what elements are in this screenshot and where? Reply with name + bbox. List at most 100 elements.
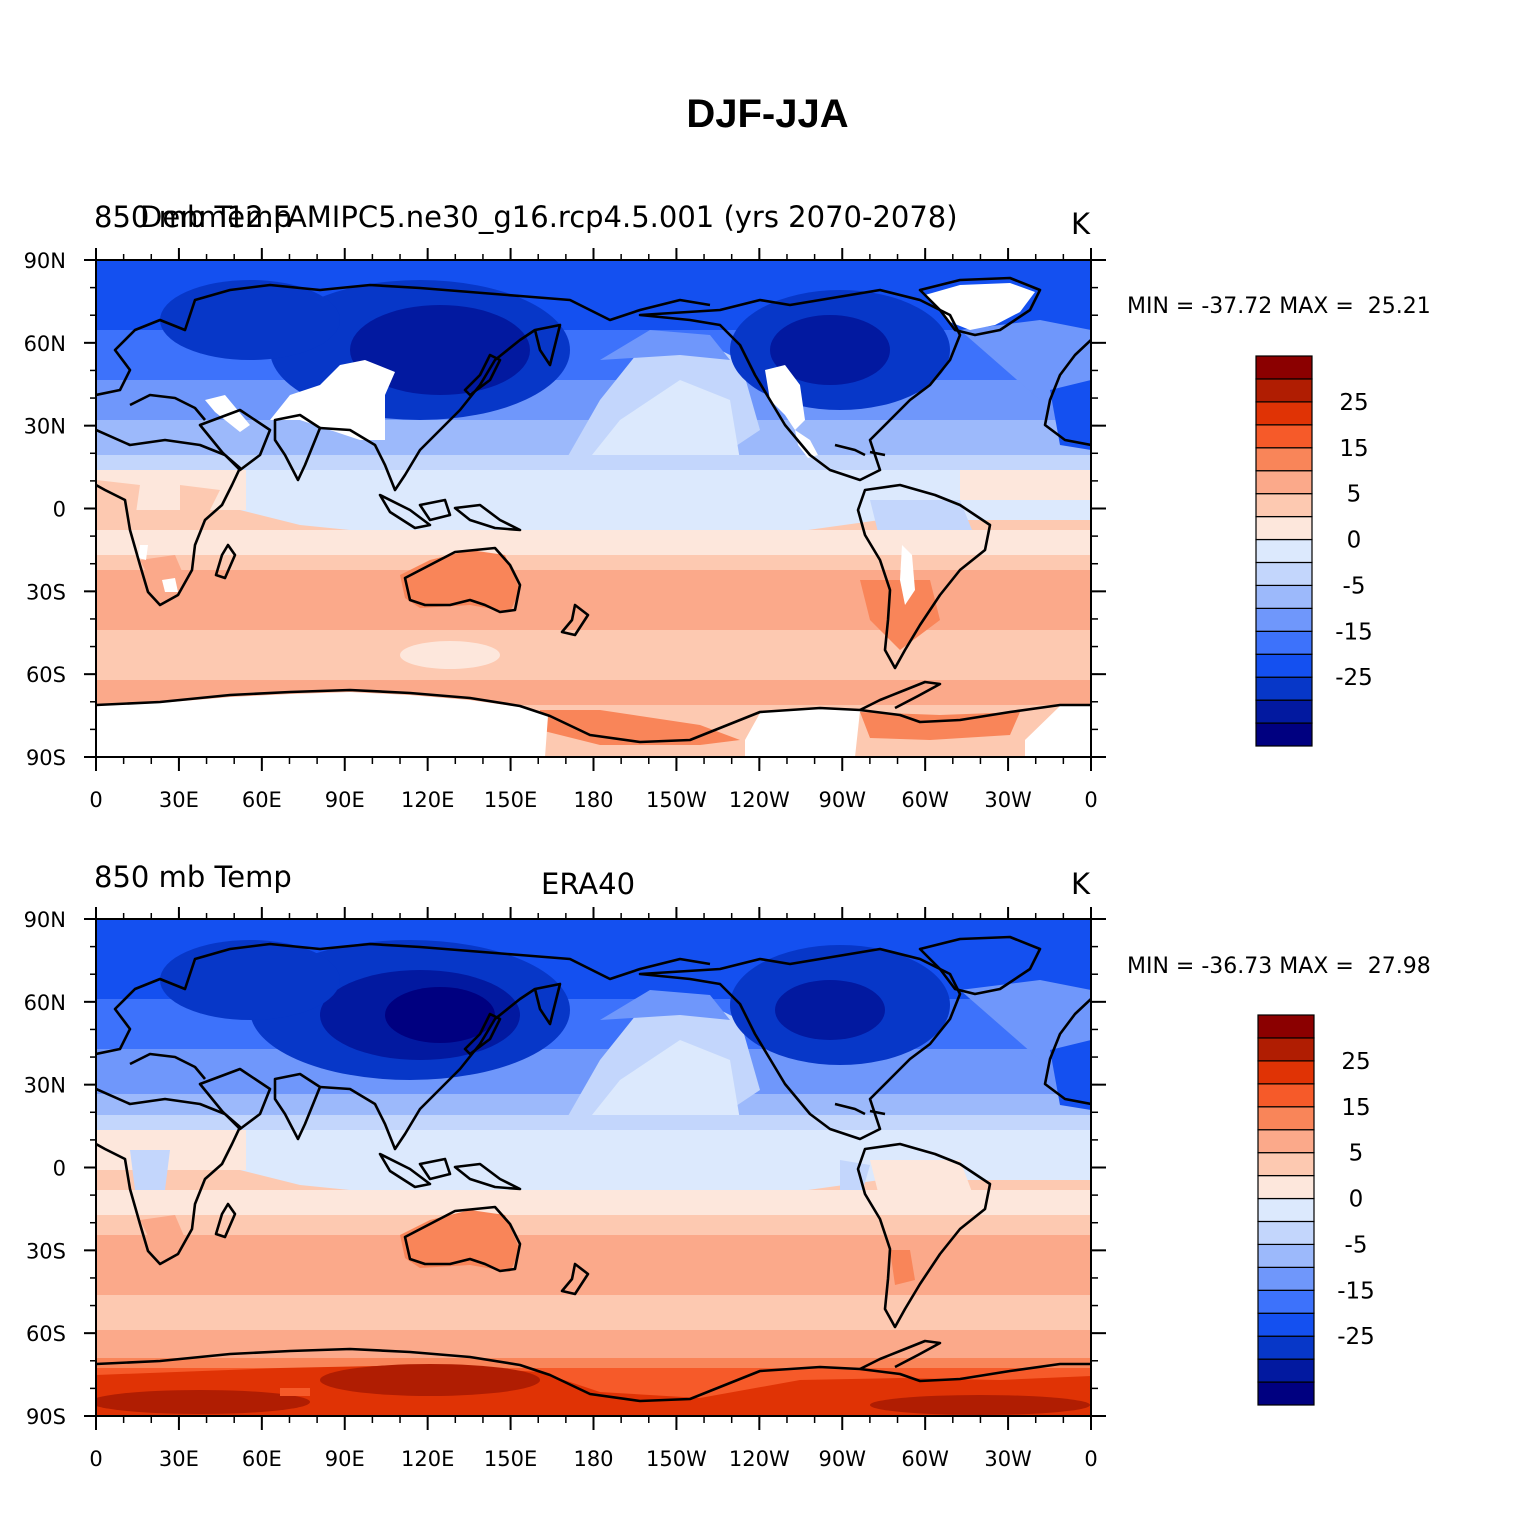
panel1-minmax: MIN = -37.72 MAX = 25.21 xyxy=(1127,294,1431,319)
colorbar-label: -5 xyxy=(1345,1232,1368,1258)
panel1-case-label: Denm12.FAMIPC5.ne30_g16.rcp4.5.001 (yrs … xyxy=(140,200,958,234)
colorbar-swatch xyxy=(1257,1060,1315,1085)
colorbar-swatch xyxy=(1255,584,1313,609)
lon-tick-label: 0 xyxy=(89,788,102,812)
lon-tick-label: 0 xyxy=(89,1447,102,1471)
colorbar-swatch xyxy=(1255,538,1313,564)
lat-tick-label: 30S xyxy=(26,580,66,604)
colorbar-swatch xyxy=(1255,470,1313,495)
colorbar-swatch xyxy=(1257,1358,1315,1383)
colorbar-swatch xyxy=(1255,447,1313,472)
colorbar-swatch xyxy=(1257,1152,1315,1177)
lon-tick-label: 60E xyxy=(242,788,282,812)
colorbar-swatch xyxy=(1257,1289,1315,1314)
panel1-axes: 90N 60N 30N 0 30S 60S 90S 0 30E 60E 90E 120E 150E 180… xyxy=(24,248,1106,812)
lat-tick-label: 30N xyxy=(24,1074,66,1098)
colorbar-swatch xyxy=(1257,1335,1315,1360)
colorbar-label: 15 xyxy=(1341,1095,1370,1121)
colorbar-label: -25 xyxy=(1337,1324,1375,1350)
lon-tick-label: 60W xyxy=(901,788,949,812)
colorbar-swatch xyxy=(1255,424,1313,449)
colorbar-label: -15 xyxy=(1335,619,1373,645)
lon-tick-label: 0 xyxy=(1084,1447,1097,1471)
lon-tick-label: 60W xyxy=(901,1447,949,1471)
lat-tick-label: 60N xyxy=(24,991,66,1015)
lat-tick-label: 90N xyxy=(24,249,66,273)
colorbar-swatch xyxy=(1255,561,1313,587)
lat-tick-label: 60S xyxy=(26,663,66,687)
lon-tick-label: 60E xyxy=(242,1447,282,1471)
colorbar-swatch xyxy=(1257,1083,1315,1108)
lat-tick-label: 0 xyxy=(53,498,66,522)
colorbar-swatch xyxy=(1255,355,1313,380)
lon-tick-label: 90W xyxy=(819,1447,867,1471)
colorbar-swatch xyxy=(1257,1037,1315,1062)
lat-tick-label: 0 xyxy=(53,1157,66,1181)
lon-tick-label: 150W xyxy=(646,1447,707,1471)
lat-tick-label: 90N xyxy=(24,908,66,932)
colorbar-swatch xyxy=(1257,1197,1315,1223)
panel1-left-label: 850 mb Temp xyxy=(94,200,292,234)
colorbar-label: -5 xyxy=(1343,573,1366,599)
lat-tick-label: 30S xyxy=(26,1239,66,1263)
lon-tick-label: 30W xyxy=(984,788,1032,812)
colorbar-swatch xyxy=(1255,722,1313,747)
main-title: DJF-JJA xyxy=(686,92,849,136)
panel2-left-label: 850 mb Temp xyxy=(94,860,292,894)
lat-tick-label: 60S xyxy=(26,1322,66,1346)
colorbar-swatch xyxy=(1255,401,1313,426)
colorbar-label: 15 xyxy=(1339,436,1368,462)
colorbar-swatch xyxy=(1255,493,1313,518)
lat-tick-label: 60N xyxy=(24,332,66,356)
panel2-minmax: MIN = -36.73 MAX = 27.98 xyxy=(1127,954,1431,979)
panel2-units: K xyxy=(1071,867,1091,901)
colorbar-label: 5 xyxy=(1349,1141,1364,1167)
panel1-colorbar: 25 15 5 0 -5 -15 -25 xyxy=(1255,355,1373,747)
colorbar-swatch xyxy=(1255,676,1313,701)
colorbar-swatch xyxy=(1257,1312,1315,1337)
lat-tick-label: 90S xyxy=(26,1405,66,1429)
colorbar-label: -25 xyxy=(1335,665,1373,691)
colorbar-swatch xyxy=(1257,1174,1315,1200)
colorbar-swatch xyxy=(1255,607,1313,632)
colorbar-label: 25 xyxy=(1339,390,1368,416)
colorbar-swatch xyxy=(1257,1106,1315,1131)
lon-tick-label: 180 xyxy=(573,1447,613,1471)
colorbar-swatch xyxy=(1255,630,1313,655)
colorbar-swatch xyxy=(1255,653,1313,678)
panel1-map xyxy=(95,259,1092,758)
lon-tick-label: 90E xyxy=(325,788,365,812)
colorbar-swatch xyxy=(1257,1381,1315,1406)
panel2-colorbar: 25 15 5 0 -5 -15 -25 xyxy=(1257,1014,1375,1406)
lon-tick-label: 90W xyxy=(819,788,867,812)
lon-tick-label: 90E xyxy=(325,1447,365,1471)
colorbar-label: -15 xyxy=(1337,1278,1375,1304)
colorbar-label: 25 xyxy=(1341,1049,1370,1075)
colorbar-label: 0 xyxy=(1347,528,1362,554)
colorbar-swatch xyxy=(1257,1243,1315,1268)
lon-tick-label: 30E xyxy=(159,788,199,812)
lon-tick-label: 120W xyxy=(729,1447,790,1471)
colorbar-swatch xyxy=(1255,699,1313,724)
colorbar-swatch xyxy=(1257,1129,1315,1154)
colorbar-label: 5 xyxy=(1347,482,1362,508)
lon-tick-label: 120E xyxy=(401,788,454,812)
panel2-axes: 90N 60N 30N 0 30S 60S 90S 0 30E 60E 90E 120E 150E 180… xyxy=(24,907,1106,1471)
lat-tick-label: 30N xyxy=(24,415,66,439)
lon-tick-label: 150E xyxy=(484,788,537,812)
panel1-units: K xyxy=(1071,207,1091,241)
colorbar-label: 0 xyxy=(1349,1187,1364,1213)
colorbar-swatch xyxy=(1255,378,1313,403)
lon-tick-label: 30W xyxy=(984,1447,1032,1471)
lon-tick-label: 0 xyxy=(1084,788,1097,812)
lon-tick-label: 120W xyxy=(729,788,790,812)
panel2-map xyxy=(95,918,1092,1417)
lon-tick-label: 180 xyxy=(573,788,613,812)
lon-tick-label: 30E xyxy=(159,1447,199,1471)
lon-tick-label: 150E xyxy=(484,1447,537,1471)
colorbar-swatch xyxy=(1257,1014,1315,1039)
lon-tick-label: 150W xyxy=(646,788,707,812)
colorbar-swatch xyxy=(1257,1220,1315,1246)
colorbar-swatch xyxy=(1257,1266,1315,1291)
